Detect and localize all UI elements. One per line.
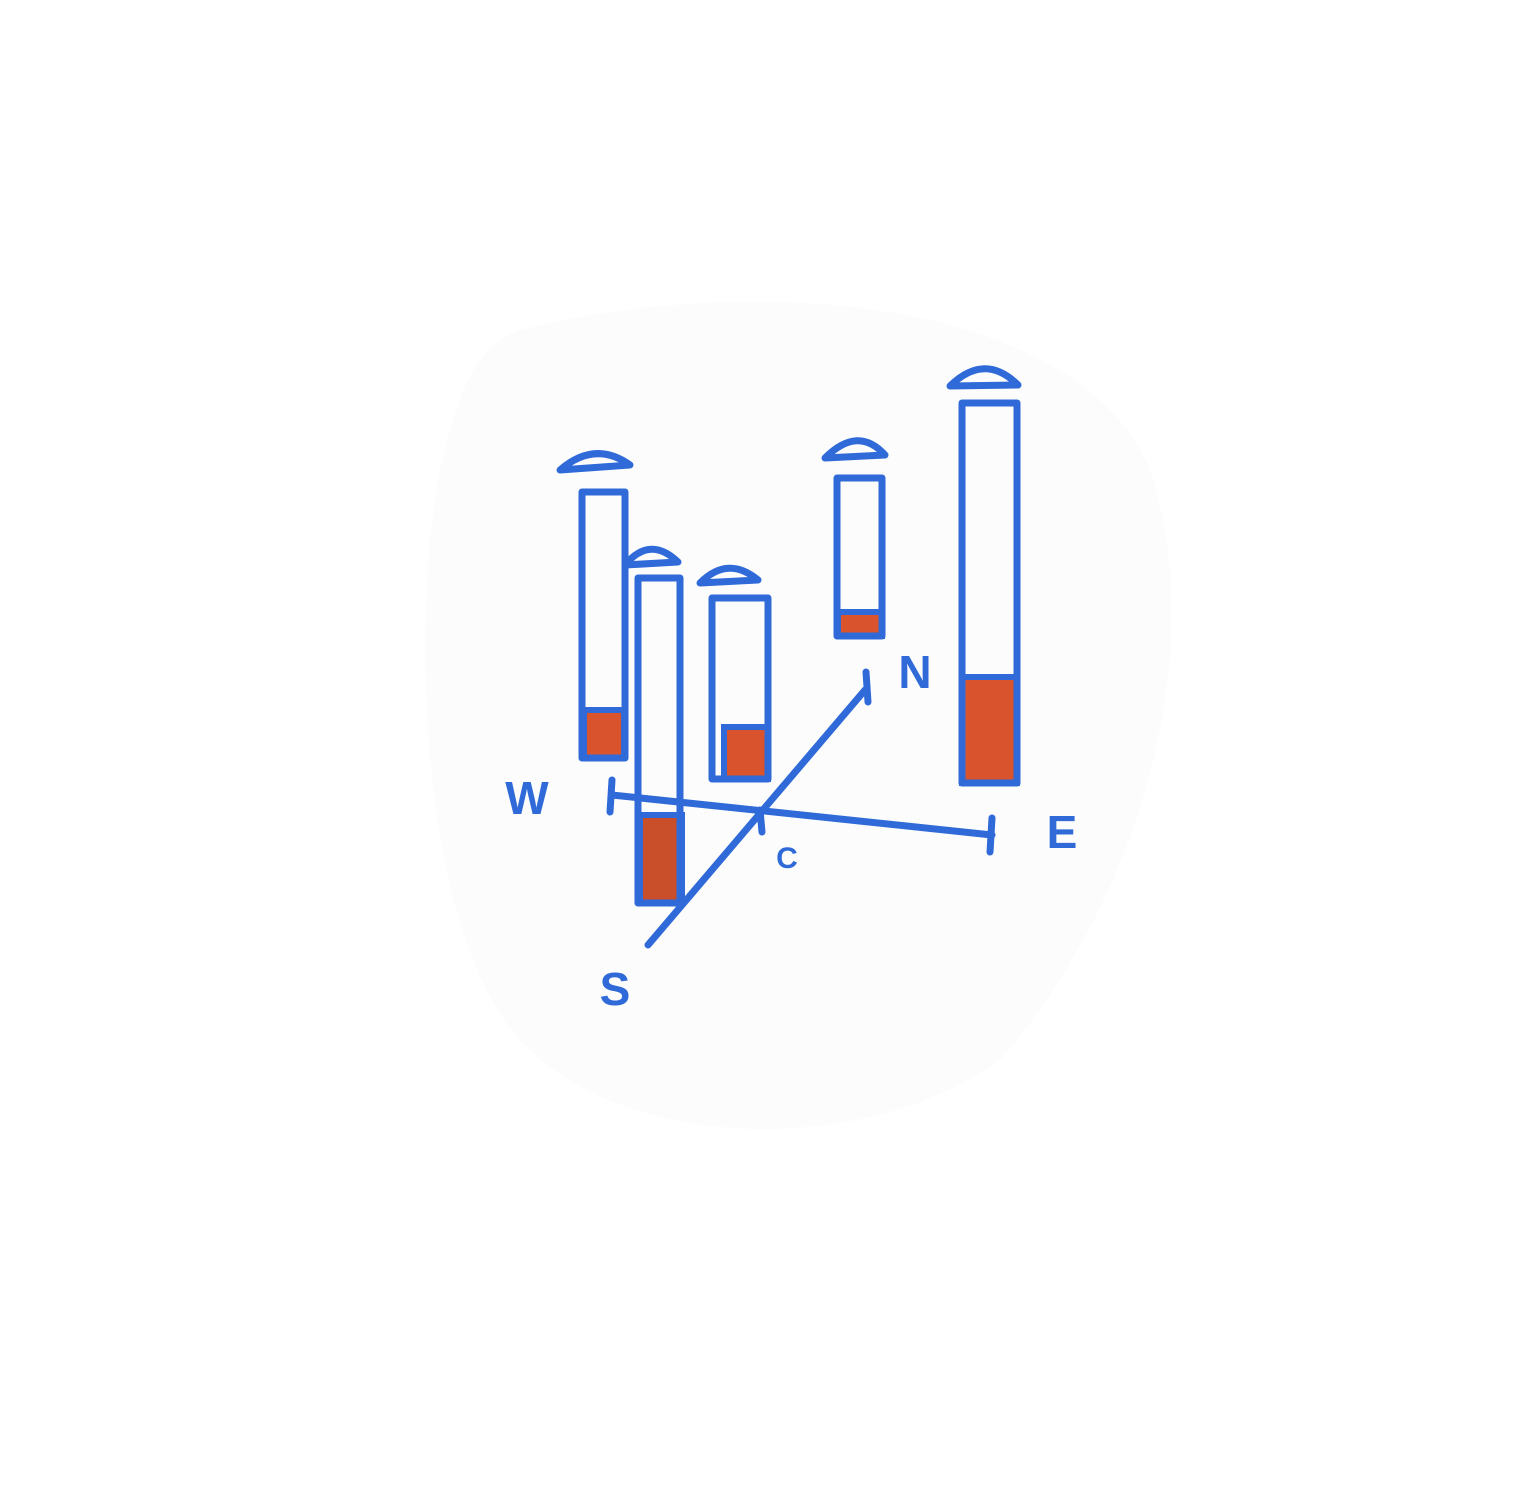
pillar-fill: [637, 812, 685, 906]
pillar-fill: [721, 724, 771, 782]
pillar-cap: [696, 564, 762, 587]
pillar: [556, 450, 634, 762]
pillar: [696, 564, 772, 783]
pillar-cap: [821, 437, 889, 462]
pillar-cap: [556, 450, 634, 474]
east-tick: [986, 814, 996, 856]
south-label: S: [600, 963, 631, 1015]
west-tick: [606, 776, 616, 816]
pillar-body: [634, 574, 684, 907]
pillar-cap: [946, 365, 1022, 390]
pillar-cap: [621, 545, 682, 569]
center-tick: [756, 806, 766, 836]
pillar: [621, 545, 685, 907]
pillar-body: [578, 488, 629, 762]
pillar-fill: [835, 609, 885, 639]
pillar: [946, 365, 1022, 787]
north-label: N: [898, 646, 931, 698]
center-label: C: [776, 842, 798, 875]
north-tick: [862, 668, 872, 706]
pillar-body: [708, 594, 772, 783]
west-east-axis: [608, 791, 996, 839]
pillar-fill: [581, 707, 627, 761]
pillar-body: [833, 474, 886, 640]
pillar-fill: [959, 674, 1020, 786]
east-label: E: [1047, 806, 1078, 858]
paper-blob: [425, 301, 1172, 1130]
west-label: W: [505, 772, 549, 824]
pillar: [821, 437, 889, 640]
pillar-body: [958, 399, 1021, 787]
